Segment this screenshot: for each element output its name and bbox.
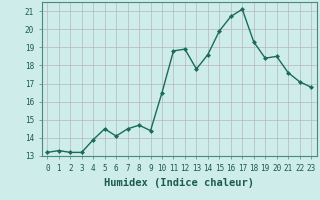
X-axis label: Humidex (Indice chaleur): Humidex (Indice chaleur) [104, 178, 254, 188]
